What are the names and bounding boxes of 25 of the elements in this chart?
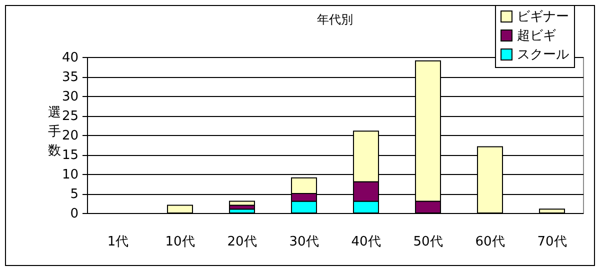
x-tick-label: 1代 [107, 234, 129, 250]
y-tick-label: 5 [70, 187, 78, 202]
y-tick-label: 0 [70, 206, 78, 222]
legend-label: ビギナー [517, 10, 569, 24]
legend-label: 超ビギ [517, 28, 556, 44]
y-tick-label: 40 [62, 50, 78, 66]
y-tick-label: 10 [62, 168, 78, 182]
y-tick-label: 15 [62, 148, 78, 163]
y-tick-label: 35 [62, 70, 78, 85]
y-axis-title: 選手数 [48, 106, 61, 158]
x-tick-label: 20代 [227, 234, 257, 250]
x-tick-label: 10代 [165, 234, 195, 250]
y-tick-label: 30 [62, 90, 78, 104]
bar [539, 208, 565, 214]
bar [167, 204, 193, 214]
bar [229, 200, 255, 206]
chart-title: 年代別 [317, 12, 353, 26]
x-tick-label: 70代 [537, 234, 567, 250]
x-tick-label: 40代 [351, 234, 381, 250]
x-tick-label: 30代 [289, 234, 319, 250]
x-tick-label: 50代 [413, 234, 443, 250]
legend-label: スクール [517, 48, 569, 62]
x-tick-label: 60代 [475, 234, 505, 250]
y-tick-label: 25 [62, 109, 78, 124]
y-tick-label: 20 [62, 128, 78, 144]
